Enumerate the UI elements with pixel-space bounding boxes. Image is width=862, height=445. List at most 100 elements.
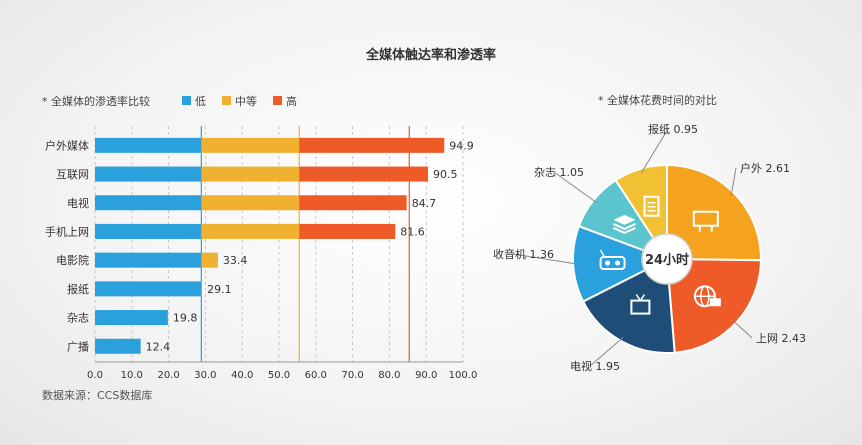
x-tick-label: 100.0 [449, 370, 478, 381]
pie-leader-line [589, 337, 624, 367]
time-spent-pie-chart: * 全媒体花费时间的对比 户外 2.61 上网 2.43 电视 1.95 收音机 1.… [493, 93, 806, 373]
x-tick-label: 40.0 [231, 370, 253, 381]
legend-swatch [222, 96, 231, 105]
x-tick-label: 50.0 [268, 370, 290, 381]
legend-label: 高 [286, 94, 297, 108]
magazine-layer [613, 227, 636, 235]
penetration-bar-chart: * 全媒体的渗透率比较 低 中等 高 户外媒体 94.9 互联网 90.5 电视 84.7 手机… [42, 94, 477, 381]
bar-segment [201, 166, 300, 182]
bar-chart-grid [94, 126, 464, 362]
pie-slice-label: 报纸 0.95 [648, 122, 698, 136]
bar-segment [95, 252, 202, 268]
magazine-top [613, 214, 636, 225]
tv-antenna [635, 294, 642, 301]
bar-segment [299, 195, 407, 211]
bar-chart-x-axis: 0.0 10.0 20.0 30.0 40.0 50.0 60.0 70.0 80.0 90.0 1… [87, 361, 478, 381]
bar-segment [95, 310, 168, 326]
radio-antenna [599, 249, 606, 258]
newspaper-page [643, 195, 660, 217]
pie-slice [614, 163, 668, 263]
x-tick-label: 90.0 [415, 370, 437, 381]
pie-leader-line [730, 167, 737, 196]
bar-segment [201, 252, 218, 268]
legend-label: 中等 [235, 94, 257, 108]
pie-leader-line [512, 253, 578, 265]
bar-segment [201, 281, 203, 297]
x-tick-label: 10.0 [121, 370, 143, 381]
globe-icon [693, 285, 721, 308]
bar-segment [95, 338, 141, 354]
pie-leader-line [732, 320, 753, 339]
x-tick-label: 70.0 [341, 370, 363, 381]
bar-chart-subtitle: * 全媒体的渗透率比较 [42, 94, 150, 108]
bar-category-label: 电视 [67, 196, 89, 210]
bar-segment [95, 223, 202, 239]
bar-value-label: 94.9 [449, 139, 474, 152]
bar-chart-legend: 低 中等 高 [182, 94, 297, 108]
pie-leader-lines [512, 128, 753, 367]
bar-category-label: 电影院 [56, 253, 89, 267]
bar-value-label: 84.7 [412, 197, 437, 210]
bar-category-label: 杂志 [67, 312, 89, 325]
pie-leader-line [640, 128, 669, 173]
bar-segment [299, 223, 396, 239]
data-source-note: 数据来源：CCS数据库 [42, 388, 152, 402]
bar-segment [201, 137, 300, 153]
chart-title: 全媒体触达率和渗透率 [365, 47, 496, 63]
tv-icon [630, 294, 651, 315]
pie-slice-label: 杂志 1.05 [534, 166, 584, 179]
legend-label: 低 [195, 95, 206, 108]
bar-segment [299, 137, 445, 153]
pie-slice-label: 收音机 1.36 [493, 247, 554, 261]
radio-icon [599, 249, 626, 271]
bar-value-label: 90.5 [433, 168, 458, 181]
bar-category-label: 户外媒体 [45, 138, 89, 152]
tv-antenna [639, 294, 646, 301]
x-tick-label: 60.0 [305, 370, 327, 381]
bar-value-label: 81.6 [400, 225, 425, 238]
bar-value-label: 12.4 [146, 340, 171, 353]
bar-segment [201, 195, 300, 211]
magazine-stack-icon [613, 214, 636, 235]
bar-segment [95, 137, 202, 153]
pie-slice-label: 上网 2.43 [756, 332, 806, 345]
bar-value-label: 33.4 [223, 254, 248, 267]
newspaper-icon [643, 195, 660, 217]
pie-center-label: 24小时 [645, 252, 689, 268]
pie-chart-subtitle: * 全媒体花费时间的对比 [598, 93, 717, 107]
bar-chart-reference-lines [200, 126, 410, 362]
bar-category-label: 互联网 [56, 168, 89, 181]
x-tick-label: 20.0 [157, 370, 179, 381]
bar-category-label: 广播 [67, 339, 89, 353]
bar-category-label: 手机上网 [45, 224, 89, 238]
bar-segment [95, 281, 202, 297]
bar-chart-rows: 户外媒体 94.9 互联网 90.5 电视 84.7 手机上网 81.6 电影院 33.4 报纸 29… [45, 137, 474, 354]
bar-value-label: 19.8 [173, 312, 198, 325]
radio-body [599, 256, 626, 271]
radio-knob [605, 260, 611, 266]
radio-knob [615, 260, 621, 266]
globe-screen [709, 298, 721, 307]
pie-slice-label: 户外 2.61 [740, 161, 790, 175]
bar-category-label: 报纸 [67, 282, 89, 296]
bar-segment [95, 166, 202, 182]
pie-labels: 户外 2.61 上网 2.43 电视 1.95 收音机 1.36 杂志 1.05 报纸 0… [493, 122, 806, 373]
legend-swatch [273, 96, 282, 105]
pie-slice [581, 257, 676, 354]
billboard-icon [692, 210, 719, 232]
x-tick-label: 30.0 [194, 370, 216, 381]
pie-leader-line [553, 171, 598, 204]
pie-slice [572, 224, 670, 303]
pie-icons [599, 195, 721, 315]
bar-value-label: 29.1 [207, 283, 232, 296]
bar-segment [95, 195, 202, 211]
pie-slice-label: 电视 1.95 [570, 359, 620, 373]
bar-segment [201, 223, 300, 239]
x-tick-label: 0.0 [87, 370, 103, 381]
magazine-layer [613, 223, 636, 231]
x-tick-label: 80.0 [378, 370, 400, 381]
legend-swatch [182, 96, 191, 105]
pie-center-disc [641, 233, 693, 285]
bar-segment [299, 166, 429, 182]
